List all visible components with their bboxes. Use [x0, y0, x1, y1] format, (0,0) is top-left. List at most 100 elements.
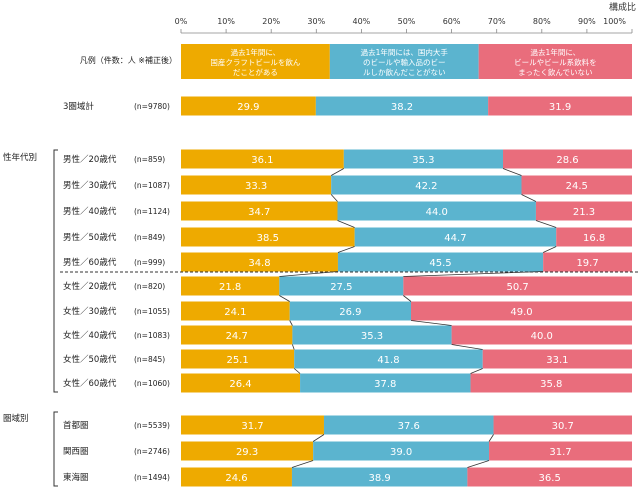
row-n-label: (n=1124): [134, 207, 170, 216]
legend-swatch: [478, 44, 632, 79]
bar-value-label: 36.5: [539, 473, 561, 484]
bar-segment: [181, 227, 355, 247]
bar-value-label: 24.1: [224, 307, 246, 318]
row-label: 男性／20歳代: [63, 154, 117, 165]
bar-segment: [489, 441, 632, 461]
legend-label: 過去1年間には、国内大手: [361, 47, 449, 57]
bar-segment: [535, 201, 632, 221]
bar-value-label: 31.7: [241, 421, 263, 432]
bar-segment: [181, 276, 280, 296]
row-label: 首都圏: [63, 420, 89, 431]
bar-value-label: 24.7: [226, 331, 248, 342]
bar-segment: [451, 325, 632, 345]
bar-segment: [556, 227, 632, 247]
row-label: 女性／60歳代: [63, 378, 117, 389]
legend-label: 過去1年間に、: [531, 47, 581, 57]
bar-value-label: 33.1: [546, 355, 568, 366]
group-label: 圏域別: [3, 413, 29, 424]
bar-value-label: 37.8: [374, 379, 396, 390]
bar-segment: [181, 201, 338, 221]
x-tick-label: 10%: [217, 17, 235, 26]
row-n-label: (n=5539): [134, 421, 170, 430]
bar-segment: [181, 149, 344, 169]
bar-segment: [403, 276, 632, 296]
row-label: 男性／50歳代: [63, 232, 117, 243]
bar-value-label: 21.3: [573, 207, 595, 218]
bar-segment: [482, 349, 632, 369]
bar-segment: [467, 467, 632, 487]
row-n-label: (n=1087): [134, 181, 170, 190]
bar-value-label: 42.2: [415, 181, 437, 192]
bar-segment: [411, 301, 632, 321]
legend-swatch: [181, 44, 330, 79]
x-tick-label: 80%: [533, 17, 551, 26]
bar-segment: [323, 415, 494, 435]
legend-label: 過去1年間に、: [231, 47, 281, 57]
bar-value-label: 38.9: [369, 473, 391, 484]
connector-line: [403, 295, 412, 302]
connector-line: [312, 434, 325, 442]
bar-value-label: 39.0: [390, 447, 412, 458]
legend-label: ビールやビール系飲料を: [514, 57, 597, 67]
bar-segment: [181, 349, 295, 369]
bar-segment: [181, 175, 332, 195]
bar-value-label: 35.8: [540, 379, 562, 390]
bar-value-label: 24.6: [225, 473, 247, 484]
bar-value-label: 26.9: [339, 307, 361, 318]
connector-line: [488, 434, 494, 442]
x-tick-label: 40%: [353, 17, 371, 26]
x-tick-label: 90%: [578, 17, 596, 26]
row-label: 男性／40歳代: [63, 206, 117, 217]
connector-line: [542, 246, 557, 253]
row-n-label: (n=849): [134, 233, 165, 242]
group-bracket: [53, 411, 58, 487]
connector-line: [291, 460, 314, 468]
x-tick-label: 30%: [307, 17, 325, 26]
x-tick-label: 0%: [175, 17, 188, 26]
connector-line: [403, 271, 544, 277]
bar-segment: [354, 227, 557, 247]
bar-segment: [543, 252, 632, 272]
bar-value-label: 29.3: [236, 447, 258, 458]
bar-value-label: 25.1: [226, 355, 248, 366]
bar-value-label: 31.7: [549, 447, 571, 458]
bar-segment: [181, 301, 290, 321]
bar-value-label: 16.8: [583, 233, 605, 244]
bar-segment: [521, 175, 632, 195]
bar-value-label: 26.4: [229, 379, 251, 390]
bar-segment: [181, 252, 338, 272]
bar-segment: [493, 415, 632, 435]
row-label: 男性／30歳代: [63, 180, 117, 191]
bar-value-label: 44.7: [444, 233, 466, 244]
bar-value-label: 21.8: [219, 282, 241, 293]
row-n-label: (n=820): [134, 282, 165, 291]
row-label: 関西圏: [63, 447, 89, 457]
row-n-label: (n=1494): [134, 473, 170, 482]
legend-swatch: [329, 44, 479, 79]
bar-value-label: 19.7: [576, 258, 598, 269]
bar-segment: [488, 96, 632, 116]
bar-value-label: 41.8: [377, 355, 399, 366]
bar-segment: [331, 175, 522, 195]
bar-value-label: 40.0: [531, 331, 553, 342]
row-n-label: (n=9780): [134, 102, 170, 111]
connector-line: [535, 220, 557, 228]
bar-segment: [300, 373, 471, 393]
row-label: 女性／20歳代: [63, 281, 117, 292]
bar-value-label: 35.3: [412, 155, 434, 166]
connector-line: [289, 320, 293, 326]
bar-segment: [181, 415, 324, 435]
row-n-label: (n=2746): [134, 447, 170, 456]
legend-label: ルしか飲んだことがない: [363, 67, 446, 77]
bar-value-label: 33.3: [245, 181, 267, 192]
bar-segment: [181, 467, 292, 487]
row-label: 女性／30歳代: [63, 306, 117, 317]
connector-line: [293, 368, 301, 374]
connector-line: [451, 344, 483, 350]
connector-line: [279, 271, 338, 277]
bar-segment: [294, 349, 483, 369]
bar-value-label: 29.9: [237, 102, 259, 113]
row-n-label: (n=1083): [134, 331, 170, 340]
legend-label: まったく飲んでいない: [518, 67, 592, 77]
